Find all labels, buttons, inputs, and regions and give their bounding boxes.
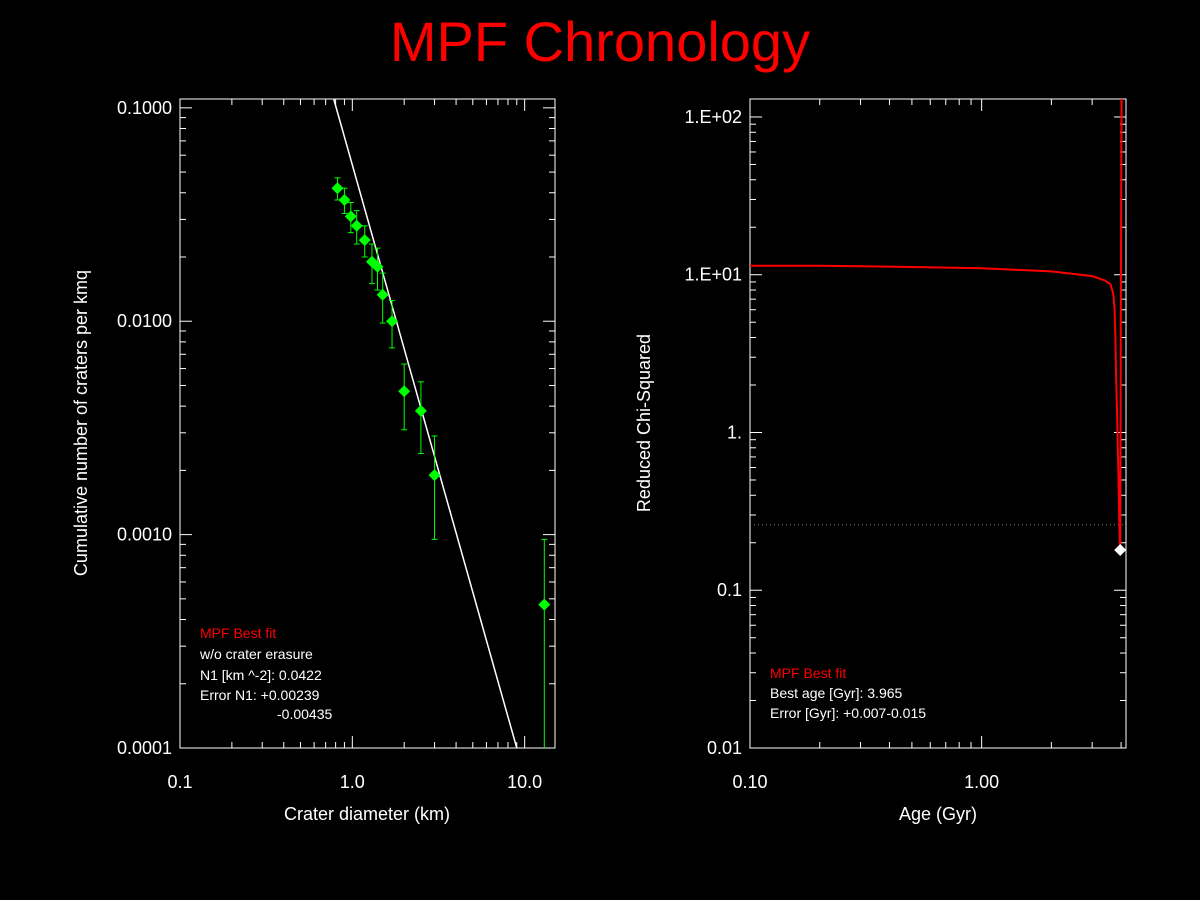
right-plot-frame xyxy=(749,98,1127,749)
chi-squared-plot: 0.10 1.000.010.11.1.E+011.E+02 Age (Gyr) … xyxy=(634,98,1127,824)
left-x-axis-label: Crater diameter (km) xyxy=(284,804,450,824)
left-fit-title: MPF Best fit xyxy=(200,625,276,641)
left-plot-frame xyxy=(179,98,556,749)
right-plot-area xyxy=(750,99,1126,556)
x-tick-label: 1.0 xyxy=(340,772,365,792)
right-anno-line2: Error [Gyr]: +0.007-0.015 xyxy=(770,705,926,721)
x-tick-label: 0.10 xyxy=(732,772,767,792)
y-tick-label: 0.01 xyxy=(707,738,742,758)
crater-size-frequency-plot: 0.1 1.0 10.0 0.0001 0.0010 0.0100 0.1000 Crate… xyxy=(71,98,556,824)
data-point xyxy=(538,598,551,611)
data-point xyxy=(331,182,344,195)
x-tick-label: 0.1 xyxy=(167,772,192,792)
chi-squared-curve xyxy=(750,99,1123,551)
right-x-axis-label: Age (Gyr) xyxy=(899,804,977,824)
x-tick-label: 10.0 xyxy=(507,772,542,792)
data-point xyxy=(358,234,371,247)
left-fit-annotation: MPF Best fit w/o crater erasure N1 [km ^… xyxy=(199,625,332,722)
y-tick-label: 0.1000 xyxy=(117,98,172,118)
left-axis-ticks xyxy=(179,99,555,749)
y-tick-label: 0.0010 xyxy=(117,525,172,545)
data-point xyxy=(398,385,411,398)
left-anno-line3: Error N1: +0.00239 xyxy=(200,687,320,703)
data-point xyxy=(371,260,384,273)
data-point xyxy=(376,288,389,301)
right-y-axis-label: Reduced Chi-Squared xyxy=(634,334,654,512)
y-tick-label: 1. xyxy=(727,422,742,442)
right-data-marks xyxy=(750,99,1126,556)
data-point xyxy=(386,315,399,328)
left-data-marks xyxy=(331,99,551,748)
best-fit-marker xyxy=(1114,543,1126,556)
y-tick-label: 1.E+02 xyxy=(684,107,742,127)
data-point xyxy=(350,219,363,232)
left-anno-line4: -0.00435 xyxy=(277,706,332,722)
right-fit-title: MPF Best fit xyxy=(770,665,846,681)
data-point xyxy=(338,193,351,206)
right-axis-ticks xyxy=(749,99,1126,749)
y-tick-label: 0.1 xyxy=(717,580,742,600)
left-anno-line1: w/o crater erasure xyxy=(199,646,313,662)
right-fit-annotation: MPF Best fit Best age [Gyr]: 3.965 Error… xyxy=(770,665,926,721)
data-point xyxy=(344,210,357,223)
left-plot-area xyxy=(331,99,551,748)
data-point xyxy=(414,404,427,417)
left-tick-labels: 0.1 1.0 10.0 0.0001 0.0010 0.0100 0.1000 xyxy=(117,98,542,792)
y-tick-label: 1.E+01 xyxy=(684,265,742,285)
right-tick-labels: 0.10 1.00 0.01 0.1 1. 1.E+01 1.E+02 xyxy=(684,107,999,792)
y-tick-label: 0.0100 xyxy=(117,311,172,331)
x-tick-label: 1.00 xyxy=(964,772,999,792)
left-y-axis-label: Cumulative number of craters per kmq xyxy=(71,270,91,576)
left-anno-line2: N1 [km ^-2]: 0.0422 xyxy=(200,667,322,683)
y-tick-label: 0.0001 xyxy=(117,738,172,758)
data-point xyxy=(428,469,441,482)
right-anno-line1: Best age [Gyr]: 3.965 xyxy=(770,685,903,701)
fit-line xyxy=(333,99,518,748)
page-title: MPF Chronology xyxy=(389,10,811,73)
